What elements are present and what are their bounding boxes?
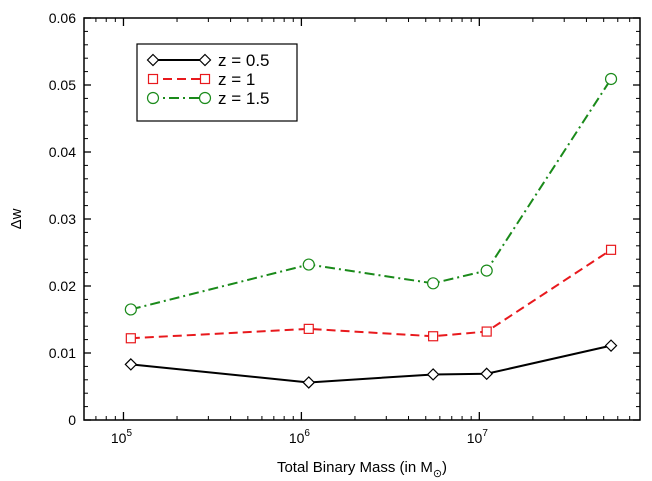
marker-square	[199, 73, 211, 85]
marker-square	[303, 323, 314, 334]
y-tick-label: 0.03	[49, 211, 76, 227]
legend-entry: z = 0.5	[146, 51, 270, 70]
x-tick-base: 10	[467, 430, 483, 446]
x-axis-label-end: )	[442, 459, 447, 476]
legend: z = 0.5z = 1z = 1.5	[136, 43, 298, 122]
y-tick-label: 0.02	[49, 278, 76, 294]
x-tick-label: 107	[467, 428, 489, 446]
x-tick-exp: 5	[126, 428, 132, 439]
marker-diamond	[146, 53, 160, 67]
y-tick-label: 0.05	[49, 77, 76, 93]
y-tick-label: 0.06	[49, 10, 76, 26]
marker-circle	[302, 258, 315, 271]
x-tick-exp: 7	[482, 428, 488, 439]
y-tick-label: 0	[68, 412, 76, 428]
series-0	[124, 339, 618, 389]
marker-circle	[146, 91, 160, 105]
y-tick-label: 0.04	[49, 144, 76, 160]
marker-square	[481, 326, 492, 337]
legend-label: z = 0.5	[218, 51, 270, 70]
legend-label: z = 1	[218, 70, 255, 89]
marker-square	[428, 331, 439, 342]
marker-circle	[198, 91, 212, 105]
x-axis-label: Total Binary Mass (in M⊙)	[277, 459, 447, 480]
series-line	[130, 248, 612, 340]
series-layer	[124, 72, 618, 389]
marker-square	[605, 244, 617, 255]
y-axis-label: Δw	[8, 208, 25, 229]
y-tick-label: 0.01	[49, 345, 76, 361]
marker-circle	[480, 264, 493, 277]
marker-diamond	[604, 339, 618, 352]
marker-circle	[427, 277, 440, 290]
marker-square	[125, 333, 136, 344]
x-axis-label-sub: ⊙	[433, 468, 442, 480]
x-tick-base: 10	[111, 430, 127, 446]
series-2	[124, 72, 618, 316]
x-tick-label: 105	[111, 428, 133, 446]
legend-entry: z = 1.5	[146, 89, 270, 108]
series-line	[130, 344, 612, 384]
marker-diamond	[198, 53, 212, 67]
series-1	[125, 244, 617, 344]
x-tick-base: 10	[289, 430, 305, 446]
marker-circle	[124, 303, 137, 316]
x-tick-label: 106	[289, 428, 311, 446]
marker-diamond	[124, 358, 138, 371]
marker-diamond	[480, 367, 494, 381]
marker-circle	[604, 72, 618, 86]
x-axis-label-main: Total Binary Mass (in M	[277, 459, 433, 476]
marker-diamond	[426, 368, 440, 381]
marker-square	[147, 73, 159, 85]
x-tick-exp: 6	[304, 428, 310, 439]
legend-box	[136, 43, 298, 122]
marker-diamond	[302, 376, 316, 389]
legend-entry: z = 1	[147, 70, 255, 89]
legend-label: z = 1.5	[218, 89, 270, 108]
